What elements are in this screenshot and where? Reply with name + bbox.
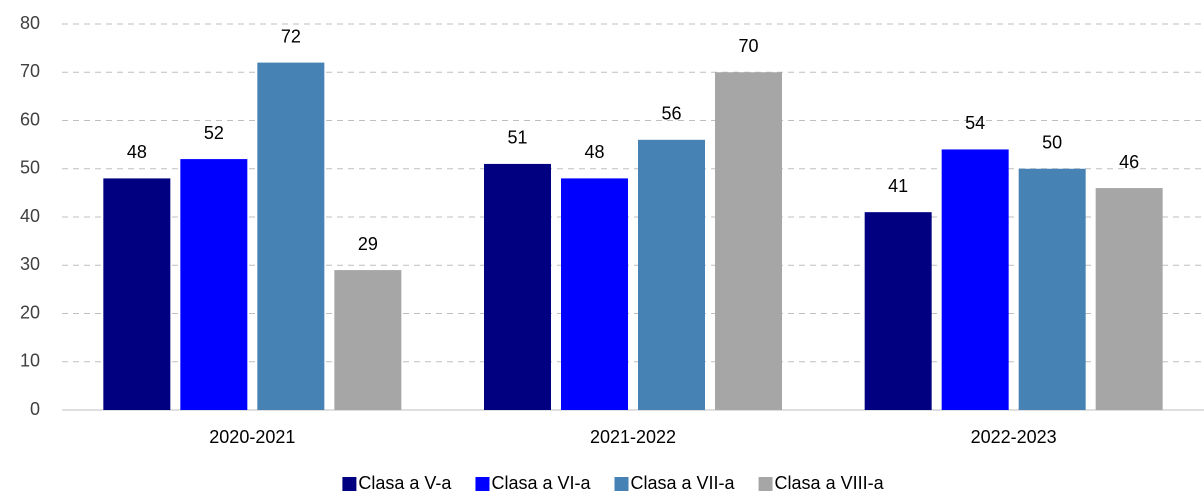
data-label: 70: [738, 36, 758, 56]
legend-label: Clasa a VII-a: [631, 473, 736, 493]
data-label: 50: [1042, 133, 1062, 153]
legend-swatch: [614, 477, 629, 491]
bar: [180, 159, 248, 410]
data-label: 29: [358, 234, 378, 254]
bar: [638, 139, 705, 411]
data-label: 72: [281, 26, 301, 46]
bar: [561, 178, 628, 410]
data-label: 51: [507, 128, 527, 148]
legend-label: Clasa a V-a: [358, 473, 452, 493]
bar: [941, 149, 1009, 410]
legend-label: Clasa a VIII-a: [775, 473, 885, 493]
bar: [1095, 188, 1163, 410]
y-tick-label: 80: [20, 13, 40, 33]
data-label: 56: [661, 104, 681, 124]
bar: [484, 163, 551, 410]
bar: [864, 212, 932, 410]
data-label: 54: [965, 113, 985, 133]
y-tick-label: 70: [20, 61, 40, 81]
x-tick-label: 2022-2023: [971, 427, 1057, 447]
y-tick-label: 40: [20, 206, 40, 226]
data-label: 48: [127, 142, 147, 162]
legend-swatch: [475, 477, 490, 491]
x-tick-label: 2020-2021: [209, 427, 295, 447]
bar: [715, 72, 782, 410]
y-tick-label: 10: [20, 351, 40, 371]
y-tick-label: 50: [20, 158, 40, 178]
legend-swatch: [758, 477, 773, 491]
bar: [257, 62, 325, 410]
bar: [334, 270, 402, 410]
y-tick-label: 30: [20, 254, 40, 274]
data-label: 46: [1119, 152, 1139, 172]
y-tick-label: 60: [20, 109, 40, 129]
data-label: 41: [888, 176, 908, 196]
y-tick-label: 0: [30, 399, 40, 419]
legend-swatch: [342, 477, 357, 491]
data-label: 48: [584, 142, 604, 162]
x-tick-label: 2021-2022: [590, 427, 676, 447]
bar: [103, 178, 171, 410]
y-tick-label: 20: [20, 302, 40, 322]
data-label: 52: [204, 123, 224, 143]
legend-label: Clasa a VI-a: [491, 473, 591, 493]
bar: [1018, 168, 1086, 410]
